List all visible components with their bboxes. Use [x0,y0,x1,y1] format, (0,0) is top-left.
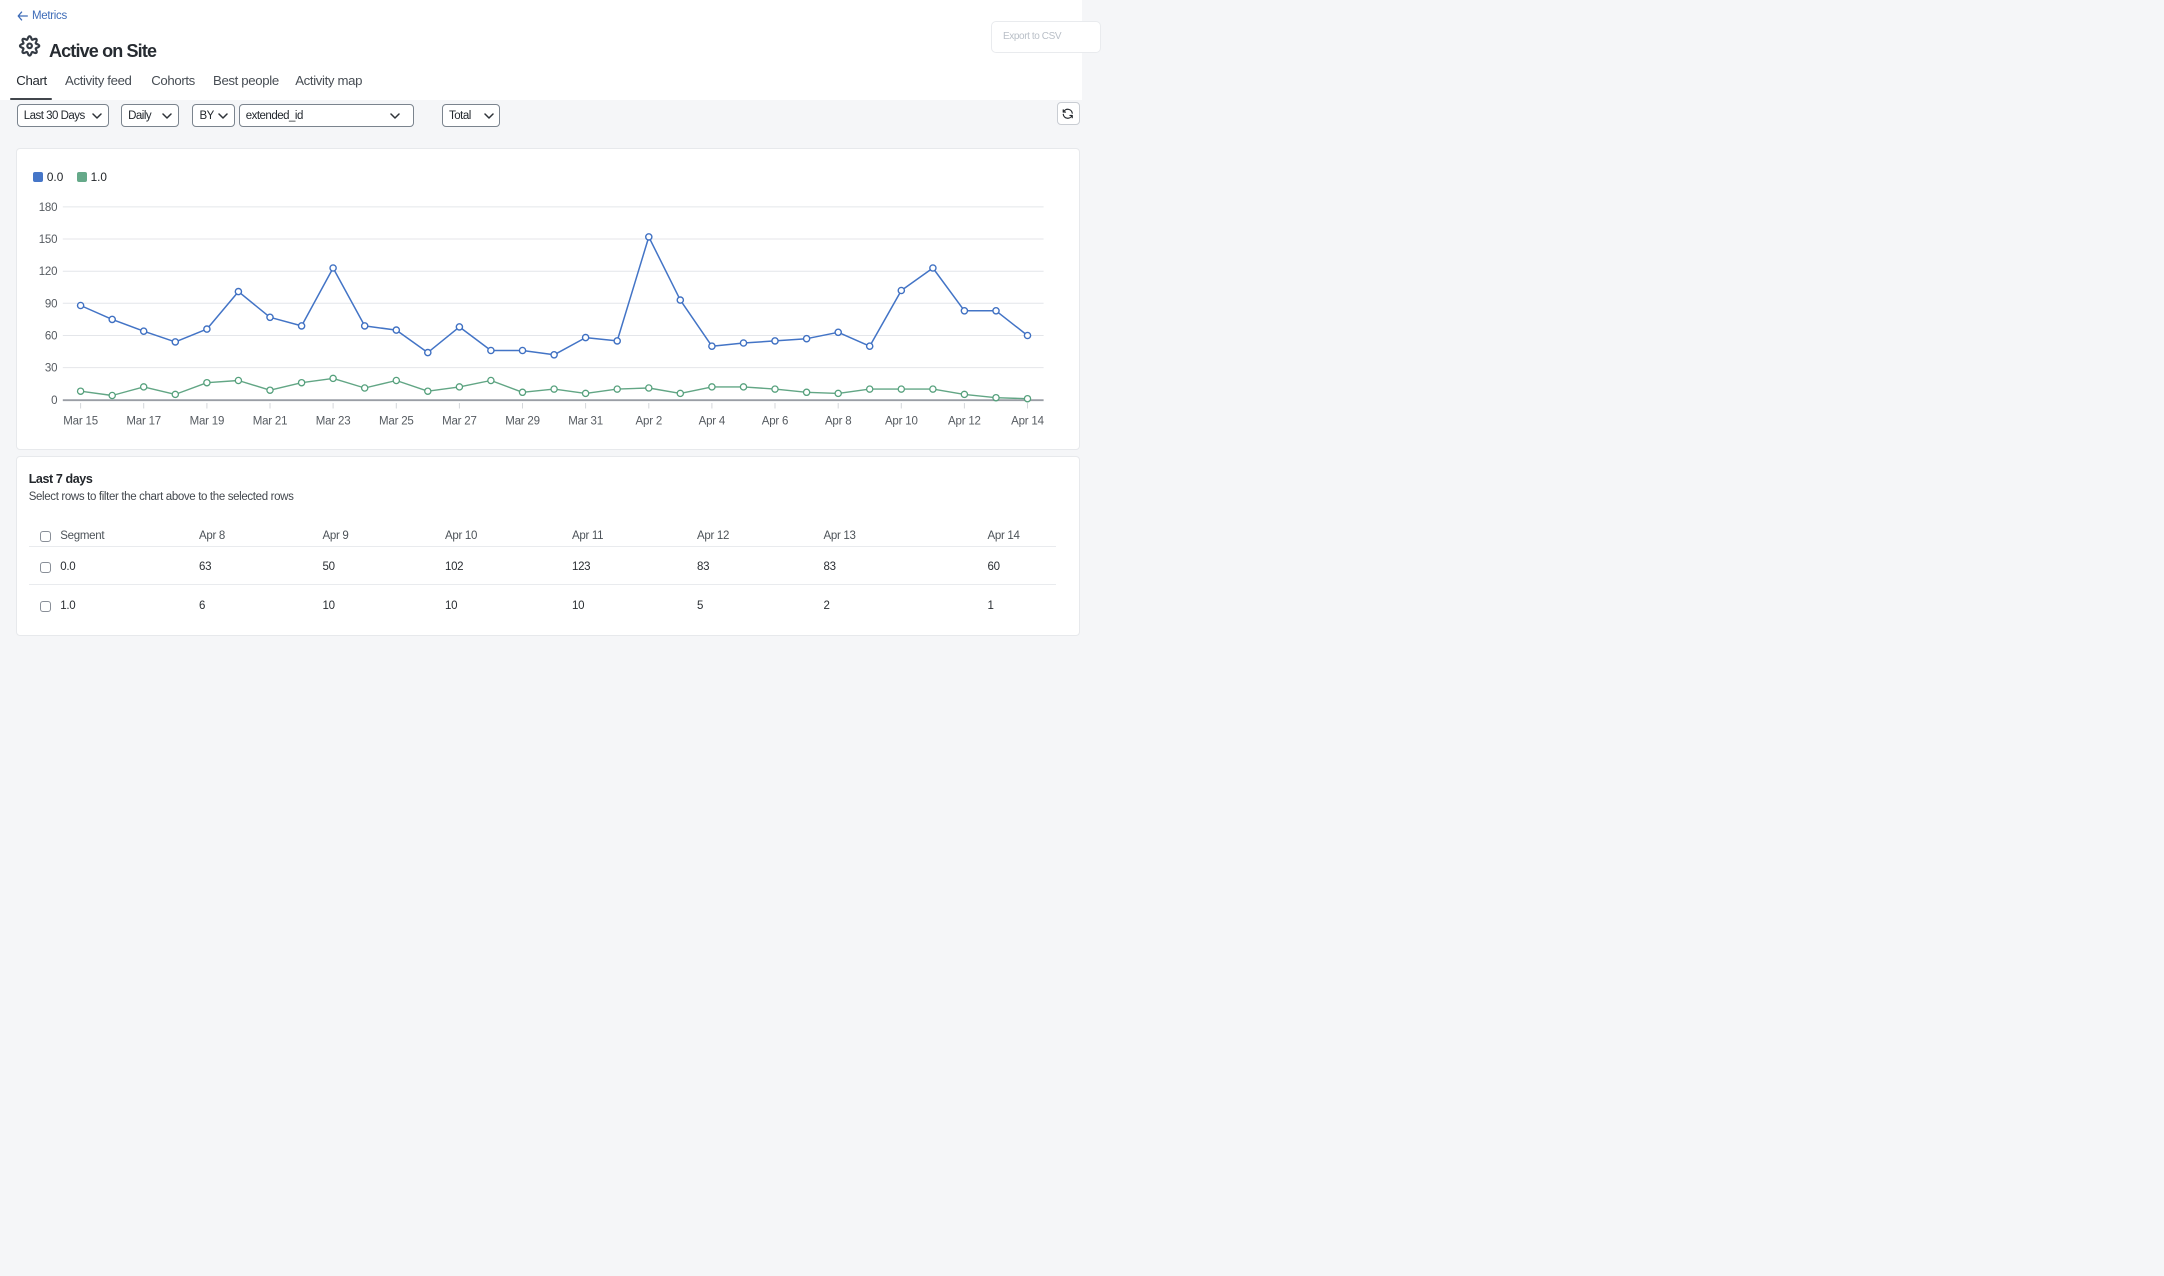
svg-text:Apr 14: Apr 14 [1011,416,1044,428]
svg-text:180: 180 [38,202,57,214]
svg-text:Apr 6: Apr 6 [761,416,788,428]
svg-text:Apr 8: Apr 8 [825,416,852,428]
svg-text:Mar 15: Mar 15 [63,416,98,428]
svg-text:Mar 21: Mar 21 [252,416,287,428]
svg-text:Apr 12: Apr 12 [948,416,981,428]
svg-text:90: 90 [45,299,57,311]
svg-text:Apr 4: Apr 4 [698,416,725,428]
svg-text:120: 120 [38,266,57,278]
svg-text:Mar 17: Mar 17 [126,416,161,428]
svg-text:150: 150 [38,234,57,246]
svg-text:Mar 25: Mar 25 [379,416,414,428]
svg-text:Apr 10: Apr 10 [885,416,918,428]
svg-text:Mar 27: Mar 27 [442,416,477,428]
svg-text:60: 60 [45,331,57,343]
svg-text:Apr 2: Apr 2 [635,416,662,428]
svg-text:0: 0 [51,395,57,407]
svg-text:Mar 29: Mar 29 [505,416,540,428]
svg-text:Mar 31: Mar 31 [568,416,603,428]
svg-text:Mar 19: Mar 19 [189,416,224,428]
svg-text:30: 30 [45,363,57,375]
svg-text:Mar 23: Mar 23 [315,416,350,428]
